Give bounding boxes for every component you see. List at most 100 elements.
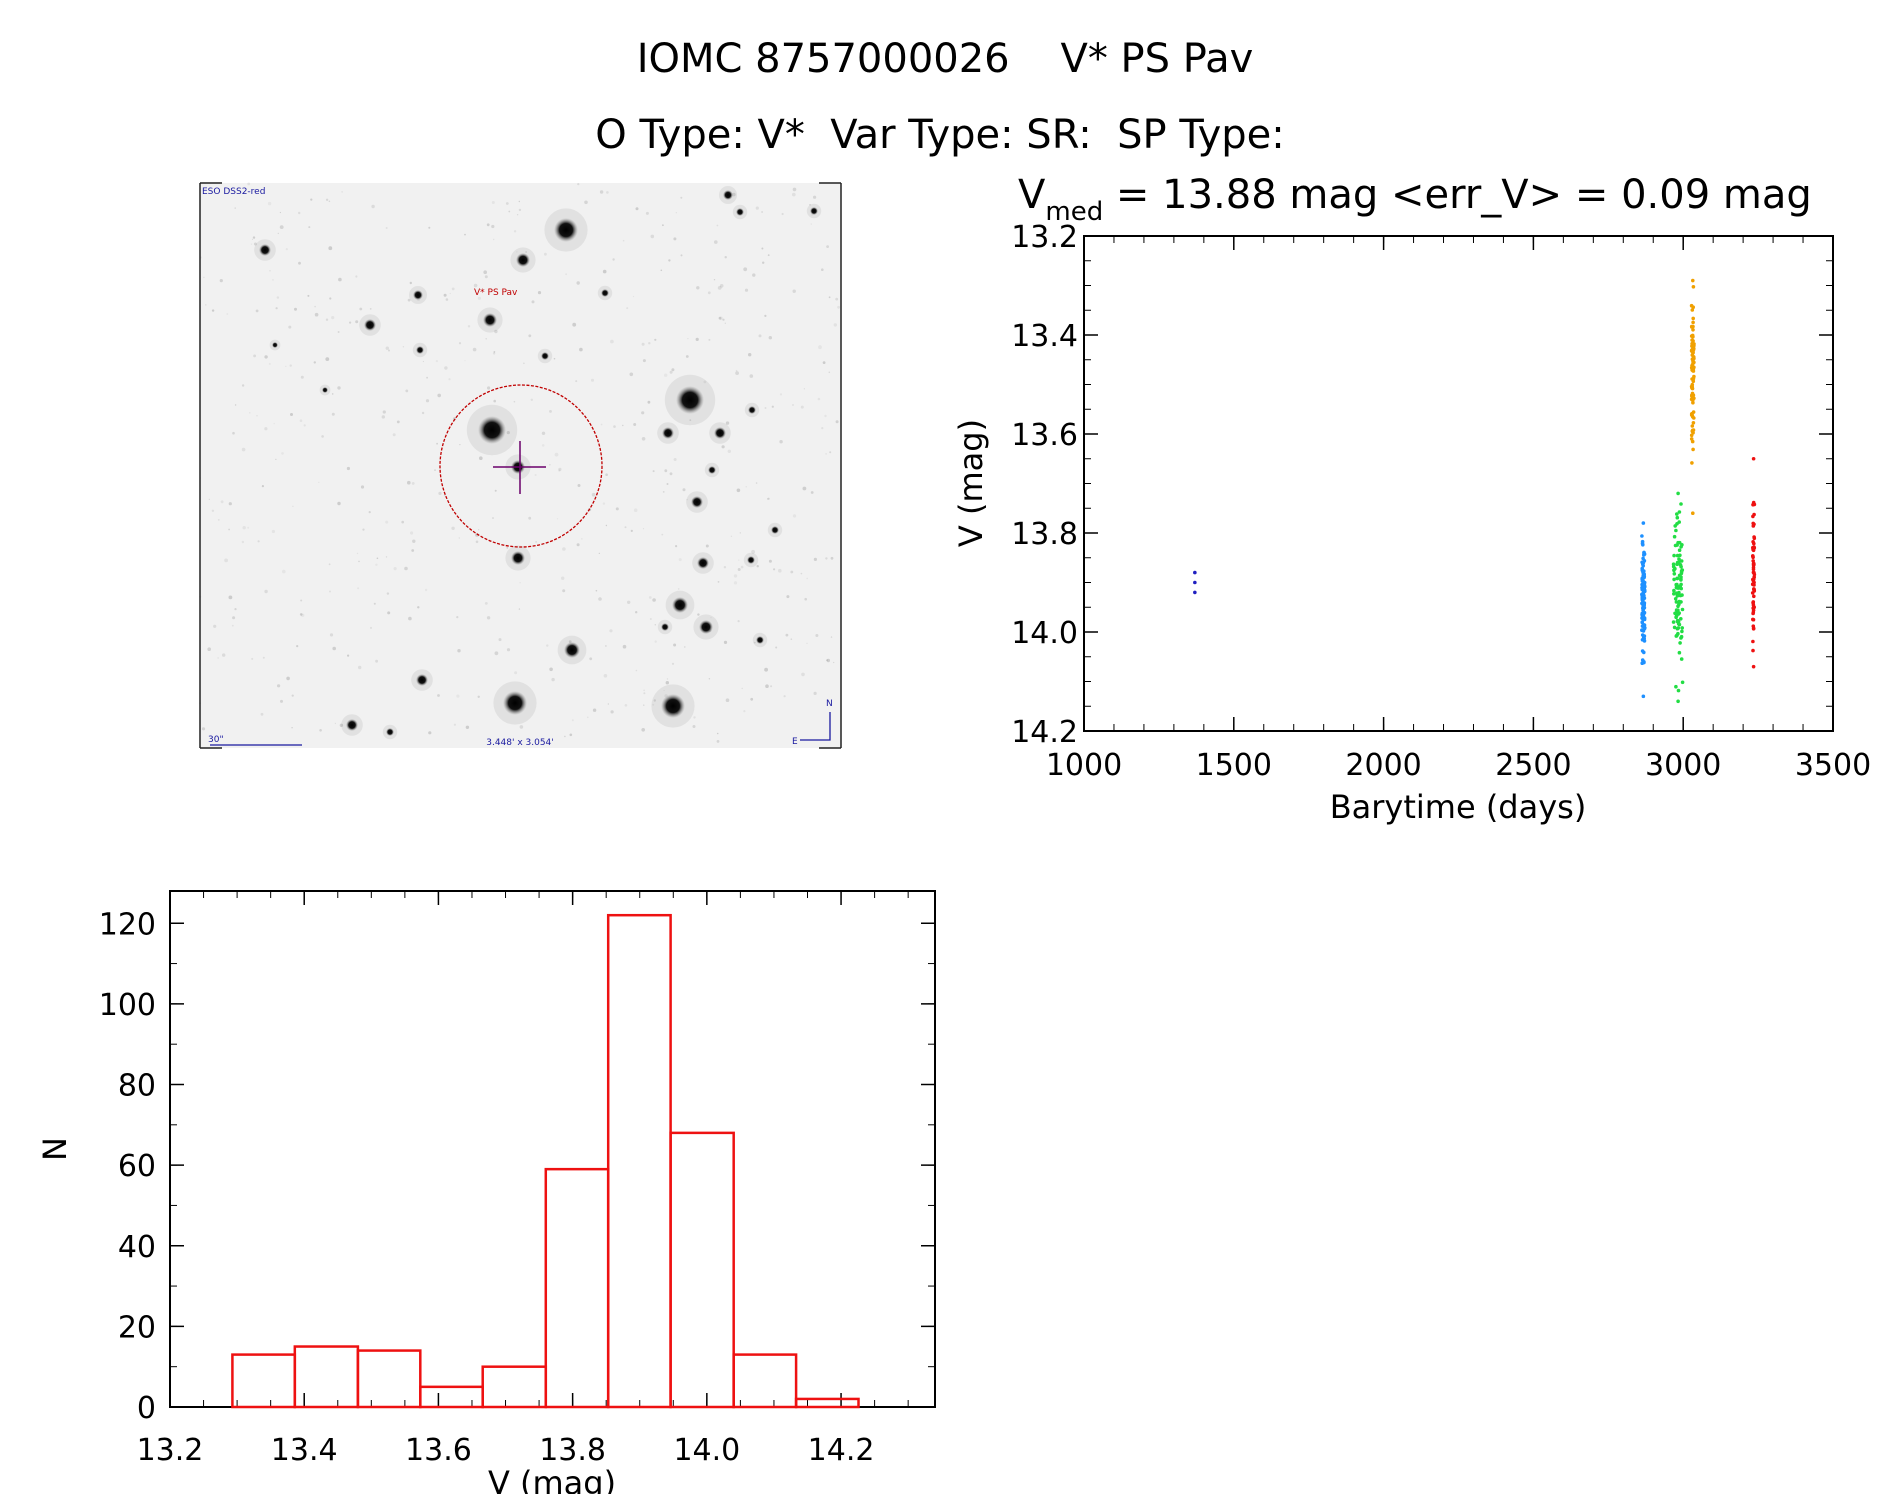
lc-point	[1751, 608, 1756, 613]
lc-point	[1690, 308, 1695, 312]
lc-point	[1751, 521, 1755, 526]
lc-point	[1679, 570, 1684, 574]
lc-point	[1640, 596, 1645, 601]
lc-point	[1671, 562, 1676, 566]
lc-point	[1691, 428, 1696, 432]
lc-point	[1642, 634, 1647, 638]
lc-point	[1677, 622, 1682, 627]
lc-point	[1689, 437, 1694, 441]
lc-point	[1642, 660, 1646, 665]
lc-point	[1677, 557, 1681, 561]
lc-point	[1680, 680, 1685, 685]
lc-point	[1640, 541, 1645, 546]
lc-point	[1752, 587, 1756, 591]
lc-point	[1752, 572, 1757, 577]
lc-point	[1672, 588, 1676, 593]
lc-point	[1751, 565, 1756, 570]
lc-point	[1679, 636, 1683, 640]
hist-xtick-label: 13.4	[271, 1433, 338, 1468]
lc-point	[1672, 534, 1677, 539]
lc-ytick-label: 13.8	[1011, 517, 1078, 552]
light-curve-points	[1193, 278, 1757, 704]
lc-point	[1752, 512, 1756, 517]
lc-point	[1640, 534, 1644, 538]
lc-point	[1751, 456, 1756, 461]
lc-point	[1677, 599, 1681, 604]
lc-point	[1679, 564, 1683, 569]
lc-point	[1676, 608, 1680, 612]
lc-xtick-label: 3000	[1645, 748, 1721, 783]
lc-point	[1641, 556, 1645, 561]
light-curve-ylabel: V (mag)	[952, 419, 990, 547]
hist-ytick-label: 40	[118, 1230, 156, 1265]
lc-point	[1751, 502, 1755, 507]
lc-point	[1641, 611, 1645, 615]
lc-point	[1672, 625, 1677, 630]
scale-label: 30"	[208, 735, 224, 745]
lc-point	[1691, 400, 1695, 405]
lc-point	[1691, 305, 1695, 310]
lc-point	[1690, 413, 1694, 418]
histogram-frame	[169, 890, 936, 1408]
lc-point	[1640, 579, 1645, 583]
lc-point	[1673, 611, 1677, 616]
lc-point	[1640, 620, 1644, 625]
hist-ytick-label: 20	[118, 1310, 156, 1345]
lc-point	[1752, 536, 1757, 541]
lc-point	[1675, 586, 1680, 590]
lc-point	[1679, 617, 1683, 621]
lc-xtick-label: 2000	[1345, 748, 1421, 783]
hist-ytick-label: 100	[99, 988, 156, 1023]
finder-sky-noise	[199, 182, 840, 743]
lc-point	[1641, 574, 1645, 578]
histogram-bar	[544, 1167, 610, 1409]
lc-point	[1692, 374, 1696, 379]
fov-label: 3.448' x 3.054'	[486, 738, 554, 748]
survey-label: ESO DSS2-red	[202, 187, 265, 197]
lc-point	[1672, 572, 1677, 576]
lc-point	[1691, 447, 1695, 452]
hist-xtick-label: 14.2	[808, 1433, 875, 1468]
lc-point	[1751, 548, 1756, 553]
lc-point	[1691, 316, 1695, 321]
lc-point	[1751, 600, 1756, 604]
lc-ytick-label: 14.2	[1011, 715, 1078, 750]
lc-point	[1691, 348, 1696, 353]
lc-point	[1642, 606, 1647, 610]
lc-point	[1672, 577, 1676, 582]
light-curve-xlabel: Barytime (days)	[1330, 788, 1587, 826]
target-aperture-circle	[439, 384, 603, 548]
lc-point	[1677, 650, 1682, 655]
lc-point	[1690, 342, 1695, 347]
lc-point	[1641, 560, 1646, 565]
lc-point	[1691, 320, 1695, 325]
histogram-xlabel: V (mag)	[488, 1464, 616, 1494]
lc-ytick-label: 14.0	[1011, 616, 1078, 651]
lc-point	[1678, 593, 1682, 597]
lc-point	[1690, 398, 1695, 402]
lc-point	[1673, 524, 1677, 528]
lc-point	[1691, 361, 1696, 365]
lc-ytick-label: 13.6	[1011, 418, 1078, 453]
histogram-bar	[231, 1353, 297, 1409]
finder-stars	[254, 186, 822, 740]
lc-point	[1676, 491, 1680, 496]
lc-point	[1751, 664, 1756, 669]
histogram-bar	[669, 1131, 735, 1409]
lc-point	[1692, 416, 1696, 420]
hist-xtick-label: 13.6	[405, 1433, 472, 1468]
lc-point	[1679, 559, 1684, 563]
lc-point	[1678, 641, 1682, 645]
lc-point	[1641, 628, 1646, 632]
lc-point	[1691, 328, 1695, 332]
lc-point	[1671, 620, 1676, 624]
histogram-bar	[419, 1385, 484, 1409]
histogram-bar	[732, 1353, 798, 1409]
lc-point	[1691, 421, 1696, 425]
histogram-bar	[481, 1365, 548, 1409]
lc-point	[1690, 278, 1695, 283]
lc-point	[1642, 583, 1647, 588]
lc-point	[1751, 524, 1756, 528]
page-title: IOMC 8757000026 V* PS Pav	[637, 36, 1254, 82]
